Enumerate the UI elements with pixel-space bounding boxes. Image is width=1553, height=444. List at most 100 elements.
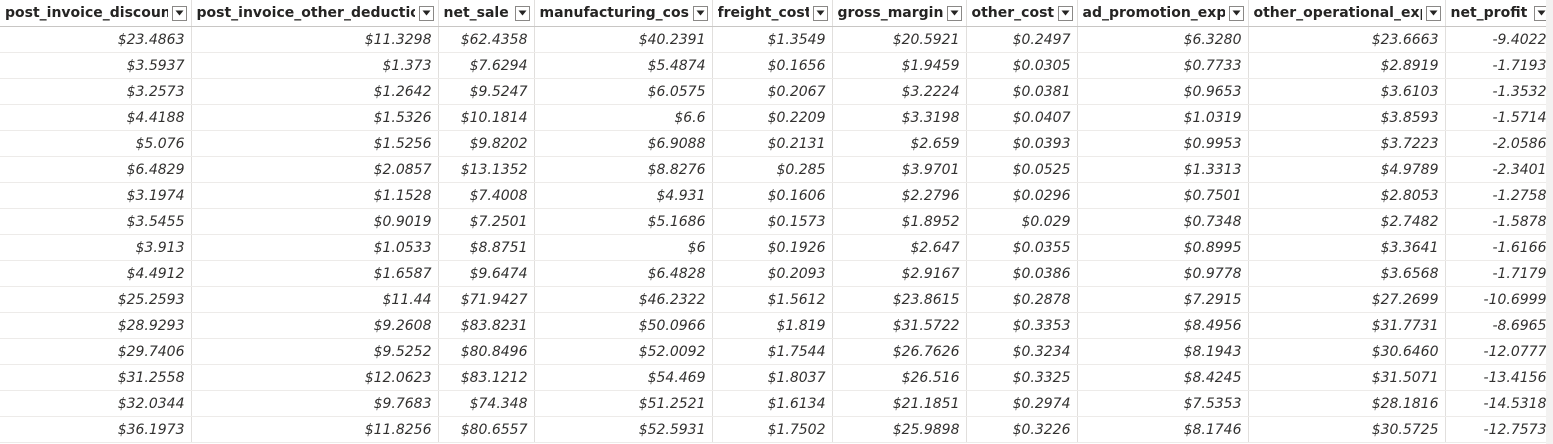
table-cell[interactable]: $3.9701 bbox=[832, 156, 967, 183]
table-cell[interactable]: $0.2497 bbox=[966, 26, 1078, 53]
table-cell[interactable]: $31.5722 bbox=[832, 312, 967, 339]
table-cell[interactable]: $0.0386 bbox=[966, 260, 1078, 287]
table-cell[interactable]: $26.7626 bbox=[832, 338, 967, 365]
table-cell[interactable]: $11.8256 bbox=[191, 416, 439, 443]
table-cell[interactable]: $1.6134 bbox=[712, 390, 833, 417]
column-header[interactable]: freight_cost bbox=[712, 0, 833, 27]
table-cell[interactable]: $74.348 bbox=[438, 390, 535, 417]
table-cell[interactable]: $30.6460 bbox=[1248, 338, 1446, 365]
table-cell[interactable]: $0.9953 bbox=[1077, 130, 1249, 157]
filter-dropdown-button[interactable] bbox=[692, 5, 708, 21]
table-cell[interactable]: -12.7573 bbox=[1445, 416, 1553, 443]
table-cell[interactable]: $1.3549 bbox=[712, 26, 833, 53]
table-cell[interactable]: $3.7223 bbox=[1248, 130, 1446, 157]
table-cell[interactable]: $80.8496 bbox=[438, 338, 535, 365]
table-cell[interactable]: -12.0777 bbox=[1445, 338, 1553, 365]
table-cell[interactable]: $6 bbox=[534, 234, 713, 261]
table-cell[interactable]: -1.2758 bbox=[1445, 182, 1553, 209]
table-cell[interactable]: $0.1573 bbox=[712, 208, 833, 235]
table-cell[interactable]: $1.3313 bbox=[1077, 156, 1249, 183]
table-cell[interactable]: $3.2224 bbox=[832, 78, 967, 105]
table-cell[interactable]: $1.8037 bbox=[712, 364, 833, 391]
filter-dropdown-button[interactable] bbox=[1425, 5, 1441, 21]
table-cell[interactable]: $3.913 bbox=[0, 234, 192, 261]
table-cell[interactable]: $3.8593 bbox=[1248, 104, 1446, 131]
table-cell[interactable]: $1.2642 bbox=[191, 78, 439, 105]
table-cell[interactable]: $21.1851 bbox=[832, 390, 967, 417]
table-cell[interactable]: $0.0525 bbox=[966, 156, 1078, 183]
table-cell[interactable]: -2.3401 bbox=[1445, 156, 1553, 183]
table-cell[interactable]: $2.9167 bbox=[832, 260, 967, 287]
table-cell[interactable]: $0.2131 bbox=[712, 130, 833, 157]
table-cell[interactable]: $7.6294 bbox=[438, 52, 535, 79]
table-cell[interactable]: $5.4874 bbox=[534, 52, 713, 79]
table-cell[interactable]: $5.076 bbox=[0, 130, 192, 157]
table-cell[interactable]: $9.5247 bbox=[438, 78, 535, 105]
table-cell[interactable]: $3.6103 bbox=[1248, 78, 1446, 105]
table-cell[interactable]: $28.1816 bbox=[1248, 390, 1446, 417]
table-cell[interactable]: $0.7501 bbox=[1077, 182, 1249, 209]
column-header[interactable]: gross_margin bbox=[832, 0, 967, 27]
table-cell[interactable]: $0.3325 bbox=[966, 364, 1078, 391]
table-cell[interactable]: $36.1973 bbox=[0, 416, 192, 443]
table-cell[interactable]: $1.9459 bbox=[832, 52, 967, 79]
table-cell[interactable]: $1.373 bbox=[191, 52, 439, 79]
table-cell[interactable]: $3.3641 bbox=[1248, 234, 1446, 261]
table-cell[interactable]: $6.6 bbox=[534, 104, 713, 131]
table-cell[interactable]: $0.0393 bbox=[966, 130, 1078, 157]
table-cell[interactable]: $50.0966 bbox=[534, 312, 713, 339]
table-cell[interactable]: $23.8615 bbox=[832, 286, 967, 313]
vertical-scrollbar[interactable] bbox=[1546, 0, 1553, 444]
column-header[interactable]: net_profit bbox=[1445, 0, 1553, 27]
table-cell[interactable]: $3.5937 bbox=[0, 52, 192, 79]
table-cell[interactable]: $0.8995 bbox=[1077, 234, 1249, 261]
table-cell[interactable]: $6.0575 bbox=[534, 78, 713, 105]
table-cell[interactable]: $10.1814 bbox=[438, 104, 535, 131]
table-cell[interactable]: $0.3353 bbox=[966, 312, 1078, 339]
table-cell[interactable]: -10.6999 bbox=[1445, 286, 1553, 313]
table-cell[interactable]: $9.8202 bbox=[438, 130, 535, 157]
table-cell[interactable]: $13.1352 bbox=[438, 156, 535, 183]
table-cell[interactable]: $8.4956 bbox=[1077, 312, 1249, 339]
table-cell[interactable]: $1.6587 bbox=[191, 260, 439, 287]
table-cell[interactable]: $29.7406 bbox=[0, 338, 192, 365]
table-cell[interactable]: $3.3198 bbox=[832, 104, 967, 131]
table-cell[interactable]: $1.5256 bbox=[191, 130, 439, 157]
column-header[interactable]: other_operational_exp bbox=[1248, 0, 1446, 27]
table-cell[interactable]: $0.9653 bbox=[1077, 78, 1249, 105]
table-cell[interactable]: $27.2699 bbox=[1248, 286, 1446, 313]
table-cell[interactable]: $3.6568 bbox=[1248, 260, 1446, 287]
table-cell[interactable]: $0.9778 bbox=[1077, 260, 1249, 287]
table-cell[interactable]: $25.9898 bbox=[832, 416, 967, 443]
table-cell[interactable]: $9.2608 bbox=[191, 312, 439, 339]
table-cell[interactable]: $0.0381 bbox=[966, 78, 1078, 105]
table-cell[interactable]: $28.9293 bbox=[0, 312, 192, 339]
filter-dropdown-button[interactable] bbox=[812, 5, 828, 21]
table-cell[interactable]: $8.1943 bbox=[1077, 338, 1249, 365]
table-cell[interactable]: $46.2322 bbox=[534, 286, 713, 313]
table-cell[interactable]: $3.2573 bbox=[0, 78, 192, 105]
table-cell[interactable]: $1.7544 bbox=[712, 338, 833, 365]
table-cell[interactable]: $0.2974 bbox=[966, 390, 1078, 417]
table-cell[interactable]: $9.6474 bbox=[438, 260, 535, 287]
table-cell[interactable]: $1.0533 bbox=[191, 234, 439, 261]
table-cell[interactable]: $2.0857 bbox=[191, 156, 439, 183]
table-cell[interactable]: $0.2093 bbox=[712, 260, 833, 287]
table-cell[interactable]: $9.5252 bbox=[191, 338, 439, 365]
table-cell[interactable]: $0.7348 bbox=[1077, 208, 1249, 235]
table-cell[interactable]: -1.5714 bbox=[1445, 104, 1553, 131]
table-cell[interactable]: $4.9789 bbox=[1248, 156, 1446, 183]
table-cell[interactable]: $6.4828 bbox=[534, 260, 713, 287]
table-cell[interactable]: $2.647 bbox=[832, 234, 967, 261]
table-cell[interactable]: $31.2558 bbox=[0, 364, 192, 391]
table-cell[interactable]: $26.516 bbox=[832, 364, 967, 391]
column-header[interactable]: post_invoice_other_deduction bbox=[191, 0, 439, 27]
table-cell[interactable]: $5.1686 bbox=[534, 208, 713, 235]
table-cell[interactable]: $40.2391 bbox=[534, 26, 713, 53]
column-header[interactable]: net_sale bbox=[438, 0, 535, 27]
table-cell[interactable]: $32.0344 bbox=[0, 390, 192, 417]
table-cell[interactable]: $8.8751 bbox=[438, 234, 535, 261]
table-cell[interactable]: $0.285 bbox=[712, 156, 833, 183]
table-cell[interactable]: $0.029 bbox=[966, 208, 1078, 235]
table-cell[interactable]: -14.5318 bbox=[1445, 390, 1553, 417]
